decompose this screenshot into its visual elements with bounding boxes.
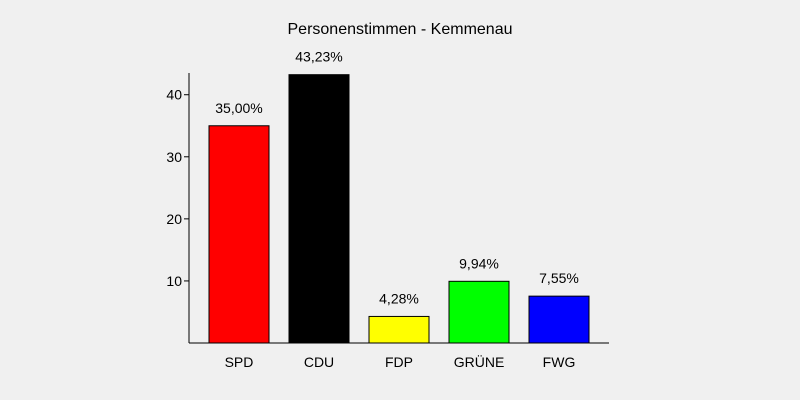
category-label-fdp: FDP — [385, 354, 413, 370]
data-label-grüne: 9,94% — [459, 255, 499, 271]
data-labels: 35,00% 43,23% 4,28% 9,94% 7,55% — [215, 49, 579, 307]
category-label-spd: SPD — [225, 354, 254, 370]
bar-spd — [208, 125, 270, 344]
data-label-fwg: 7,55% — [539, 270, 579, 286]
category-label-cdu: CDU — [304, 354, 334, 370]
data-label-spd: 35,00% — [215, 100, 262, 116]
category-label-fwg: FWG — [543, 354, 576, 370]
bar-grüne — [448, 280, 510, 344]
bar-fdp — [368, 315, 430, 344]
data-label-cdu: 43,23% — [295, 49, 342, 65]
bar-fwg — [528, 295, 590, 344]
bar-cdu — [288, 74, 350, 344]
data-label-fdp: 4,28% — [379, 290, 419, 306]
bars — [208, 74, 590, 344]
y-axis-ticks: 10 20 30 40 — [166, 87, 189, 289]
category-label-grüne: GRÜNE — [454, 353, 505, 370]
chart-title: Personenstimmen - Kemmenau — [288, 21, 513, 38]
y-tick-label-2: 30 — [166, 149, 182, 165]
y-tick-label-1: 20 — [166, 211, 182, 227]
y-tick-label-3: 40 — [166, 87, 182, 103]
category-labels: SPD CDU FDP GRÜNE FWG — [225, 353, 576, 370]
y-tick-label-0: 10 — [166, 273, 182, 289]
